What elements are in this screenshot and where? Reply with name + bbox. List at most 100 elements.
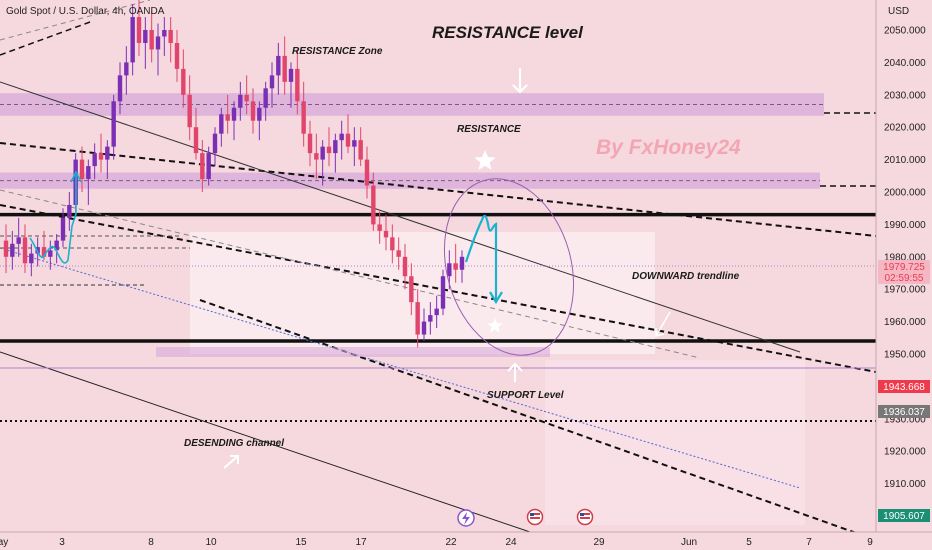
candle-body (428, 315, 433, 322)
green-tag-value: 1905.607 (883, 511, 925, 522)
price-tick-label: 1990.000 (884, 220, 926, 231)
candle-body (124, 62, 129, 76)
candle (250, 88, 256, 134)
price-tick-label: 2030.000 (884, 90, 926, 101)
current-price-value: 1979.725 (883, 262, 925, 273)
lightning-event-icon[interactable] (457, 509, 475, 527)
gray-price-tag: 1936.037 (878, 405, 930, 418)
focus-ellipse (443, 178, 575, 356)
candle-body (206, 153, 211, 180)
downward-trendline-label: DOWNWARD trendline (632, 271, 740, 282)
channel-lower-solid (0, 351, 531, 533)
candle-body (111, 101, 116, 147)
candle (174, 30, 180, 82)
candle-body (276, 55, 281, 76)
candle-body (149, 30, 154, 50)
candle (206, 146, 211, 186)
candle (92, 143, 97, 180)
time-axis[interactable] (0, 532, 932, 550)
candle-body (396, 250, 401, 257)
candle-body (212, 133, 218, 154)
resistance-zone-label: RESISTANCE Zone (292, 46, 383, 57)
chart-header-symbol: Gold Spot / U.S. Dollar, 4h, OANDA (6, 6, 165, 17)
candle-body (105, 146, 110, 160)
candle-body (48, 250, 53, 257)
candle (225, 94, 230, 134)
us-flag-event-icon-2[interactable] (576, 508, 594, 526)
candle-body (383, 230, 389, 238)
projection-arrow-head (489, 291, 503, 305)
candle-body (22, 237, 28, 264)
candle-body (117, 75, 123, 102)
candle-body (231, 107, 237, 121)
candle-body (162, 30, 167, 37)
candle (269, 62, 275, 108)
candle (371, 172, 376, 231)
candle-body (16, 237, 21, 244)
candle-body (358, 140, 363, 160)
price-tick-label: 2020.000 (884, 123, 926, 134)
candle (187, 75, 192, 141)
candle-body (263, 88, 268, 108)
candle (16, 217, 21, 257)
candle (421, 308, 427, 342)
candle (168, 17, 173, 63)
candle-body (345, 133, 351, 147)
candle-body (320, 146, 325, 160)
candle (193, 107, 199, 160)
red-price-tag: 1943.668 (878, 380, 930, 393)
candle-body (181, 68, 186, 95)
left-projection-arrow-head (70, 170, 82, 183)
red-tag-value: 1943.668 (883, 382, 925, 393)
time-tick-label: ay (0, 537, 8, 548)
time-tick-label: 15 (295, 537, 307, 548)
top-gray-dash (0, 0, 151, 41)
projection-area (545, 360, 805, 525)
candle (390, 224, 395, 264)
candle (117, 62, 123, 115)
candle-body (307, 133, 313, 154)
candle-body (67, 204, 72, 218)
candle-body (54, 240, 59, 251)
candle (339, 120, 344, 160)
candle (149, 10, 154, 63)
time-tick-label: 10 (205, 537, 217, 548)
price-tick-label: 2010.000 (884, 155, 926, 166)
zones-layer (0, 93, 824, 189)
time-tick-label: Jun (681, 537, 697, 548)
descending-channel-label: DESENDING channel (184, 438, 284, 449)
top-dashed-trend (0, 142, 877, 237)
candle (314, 133, 319, 180)
candle (238, 81, 243, 121)
candle-body (390, 237, 395, 251)
candle (60, 208, 66, 248)
candle (143, 17, 148, 69)
candle (440, 269, 446, 316)
candle-body (187, 94, 192, 128)
watermark: By FxHoney24 (596, 136, 741, 159)
candle (295, 49, 300, 115)
candle (155, 23, 161, 76)
star-icon-2 (487, 318, 503, 333)
candle (383, 214, 389, 251)
candle (200, 140, 205, 192)
channel-arrow-icon (223, 455, 239, 469)
us-flag-event-icon[interactable] (526, 508, 544, 526)
candle-body (257, 107, 262, 121)
price-tick-label: 1920.000 (884, 447, 926, 458)
candle-body (333, 140, 338, 154)
candle (181, 49, 186, 108)
overlay-layer (29, 68, 671, 469)
candle-body (459, 256, 465, 270)
price-tick-label: 1950.000 (884, 350, 926, 361)
candle (263, 81, 268, 121)
time-tick-label: 29 (593, 537, 605, 548)
price-tick-label: 2050.000 (884, 26, 926, 37)
time-tick-label: 7 (806, 537, 812, 548)
time-tick-label: 9 (867, 537, 873, 548)
gray-dashed-trend (0, 189, 701, 359)
candle (86, 159, 91, 205)
candle-body (29, 253, 34, 264)
